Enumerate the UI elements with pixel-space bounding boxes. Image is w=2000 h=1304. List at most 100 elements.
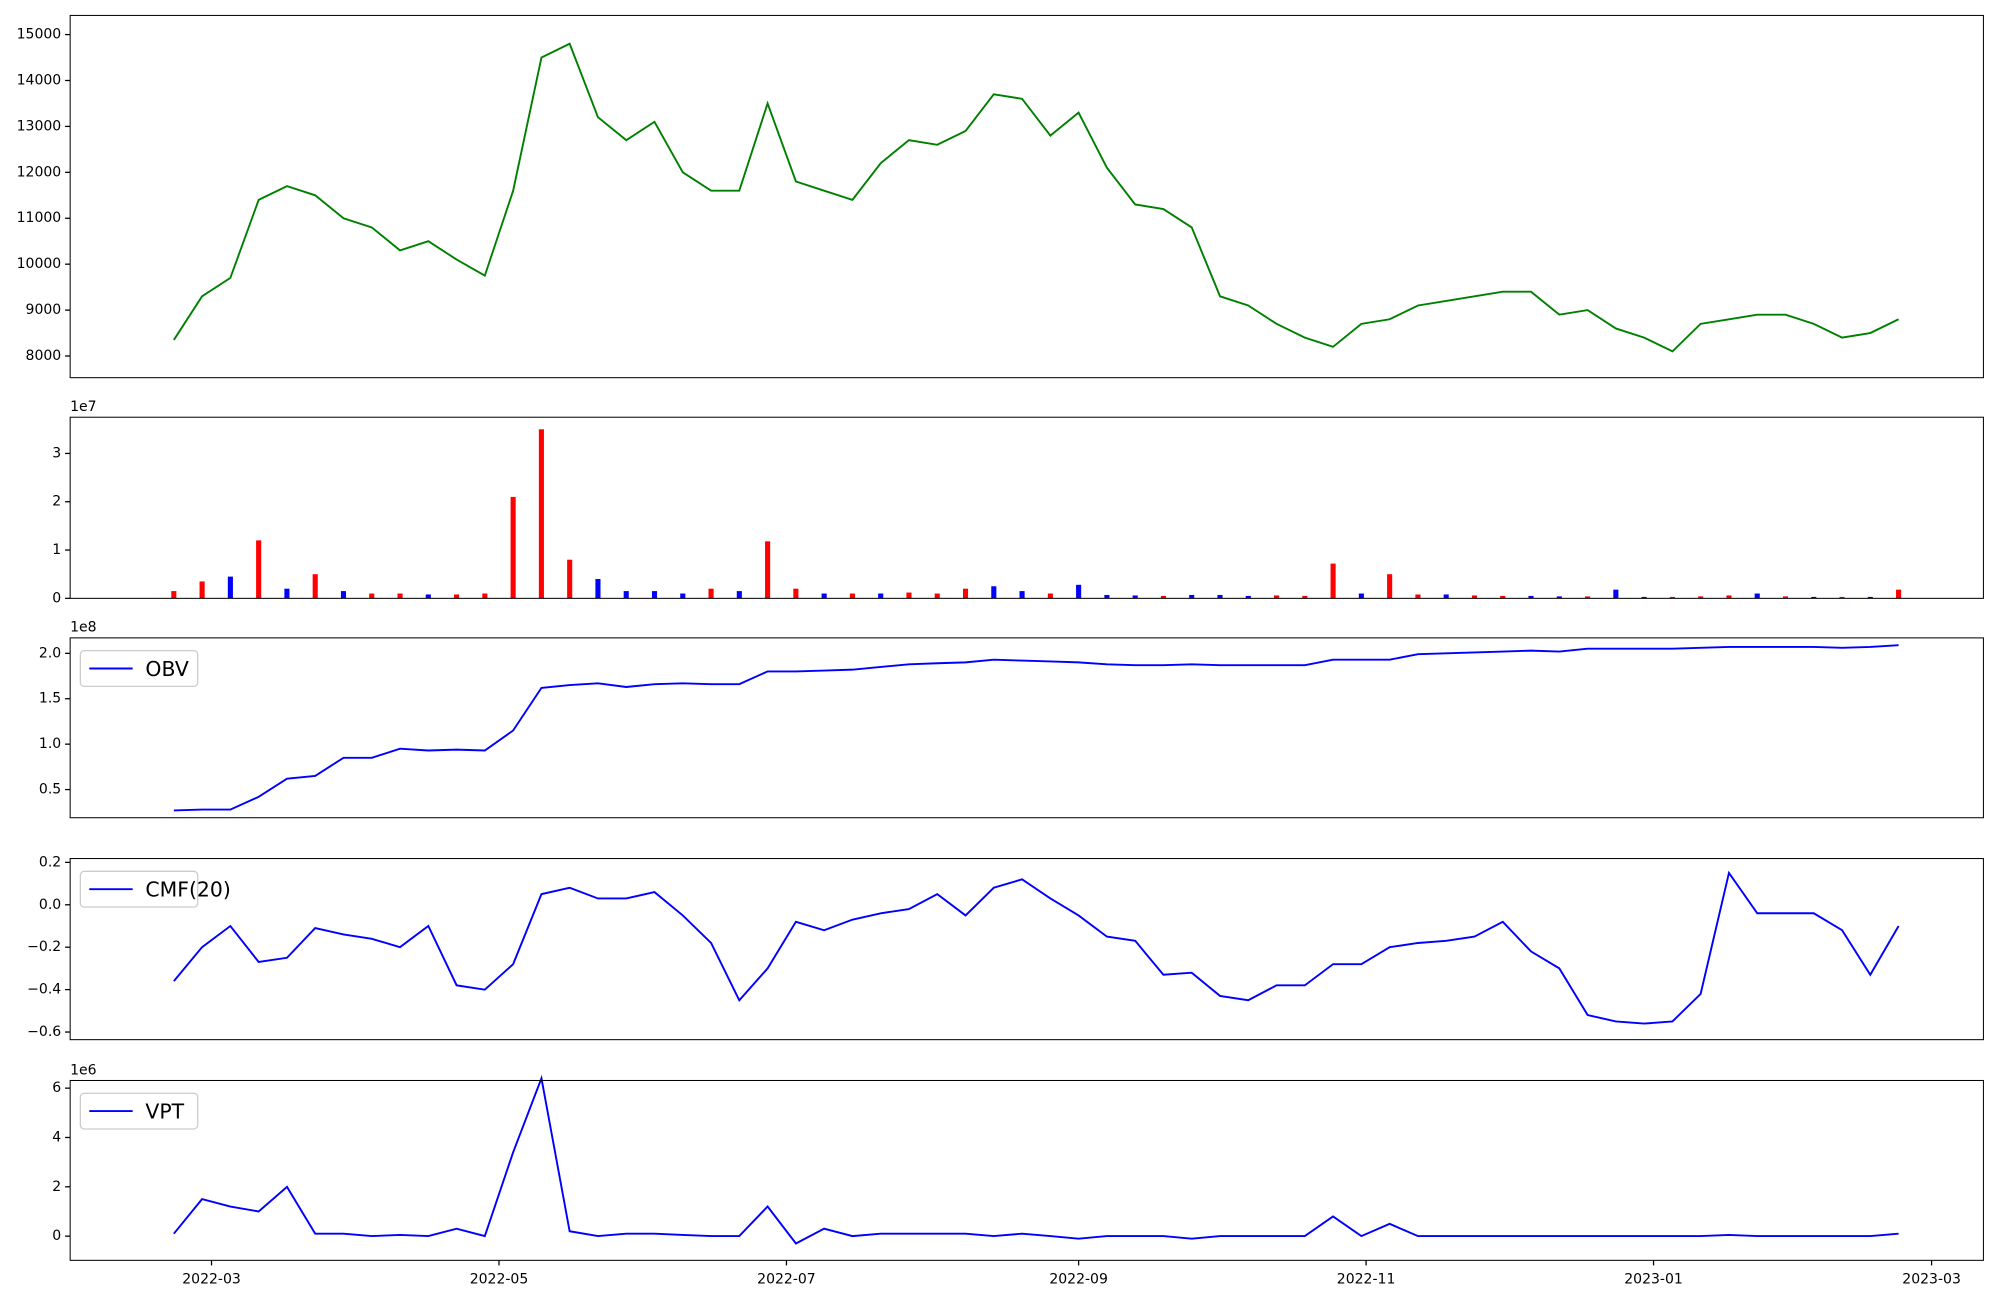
axes-frame <box>69 14 1984 379</box>
bar <box>1443 594 1449 599</box>
line-series <box>173 1074 1899 1245</box>
bar <box>538 429 544 599</box>
x-tick-label: 2022-11 <box>1337 1271 1396 1287</box>
bar <box>1217 594 1223 599</box>
bar <box>991 586 997 599</box>
axes-frame <box>69 858 1984 1041</box>
legend-label: VPT <box>145 1099 184 1123</box>
bar <box>171 591 177 599</box>
bar <box>793 588 799 599</box>
x-tick-label: 2023-03 <box>1902 1271 1961 1287</box>
bar <box>878 593 884 599</box>
y-tick-label: 2.0 <box>39 645 61 661</box>
bar <box>1471 595 1478 599</box>
bar <box>397 593 403 599</box>
bar <box>1358 593 1364 599</box>
axes-frame <box>69 1079 1984 1261</box>
y-tick-label: 3 <box>52 445 61 461</box>
y-tick-label: −0.6 <box>27 1024 61 1040</box>
bar <box>1160 595 1166 599</box>
bar <box>1585 596 1591 599</box>
y-tick-label: −0.2 <box>27 939 61 955</box>
x-tick-label: 2023-01 <box>1624 1271 1683 1287</box>
bar <box>425 594 431 599</box>
bar <box>1641 596 1647 599</box>
bar <box>1047 593 1053 599</box>
bar <box>651 591 658 599</box>
y-tick-label: 1.0 <box>39 736 61 752</box>
bar <box>1500 595 1506 599</box>
y-tick-label: 0 <box>52 590 61 606</box>
bar <box>312 574 318 599</box>
bar <box>1896 589 1902 599</box>
bar <box>765 541 771 599</box>
y-tick-label: 0.0 <box>39 897 61 913</box>
bar <box>1839 596 1845 599</box>
offset-text: 1e6 <box>70 1062 97 1078</box>
bar <box>962 588 969 599</box>
y-tick-label: 1 <box>52 542 61 558</box>
y-tick-label: 12000 <box>17 164 62 180</box>
bar <box>1019 591 1025 599</box>
y-tick-label: 13000 <box>17 118 62 134</box>
bar <box>567 559 573 599</box>
offset-text: 1e7 <box>70 399 96 415</box>
y-tick-label: 2 <box>52 494 61 510</box>
bar <box>369 593 375 599</box>
line-series <box>173 644 1899 812</box>
bar <box>1726 595 1732 599</box>
y-tick-label: 1.5 <box>39 691 61 707</box>
y-tick-label: 4 <box>52 1129 61 1145</box>
legend-label: OBV <box>145 657 188 681</box>
bar <box>256 540 262 599</box>
offset-text: 1e8 <box>70 620 96 636</box>
y-tick-label: 0.2 <box>39 854 61 870</box>
bar <box>227 576 233 599</box>
y-tick-label: 14000 <box>17 72 62 88</box>
axes-frame <box>69 637 1984 819</box>
x-tick-label: 2022-05 <box>470 1271 529 1287</box>
axes-frame <box>69 416 1984 599</box>
bar <box>595 579 601 599</box>
bar <box>906 592 912 599</box>
bar <box>623 591 629 599</box>
bar <box>1104 594 1110 599</box>
bar <box>1415 594 1421 599</box>
y-tick-label: 0 <box>52 1228 61 1244</box>
bar <box>1556 596 1562 599</box>
bar <box>340 591 347 599</box>
x-tick-label: 2022-09 <box>1049 1271 1108 1287</box>
bar <box>1245 595 1251 599</box>
bar <box>934 593 940 599</box>
bar <box>1782 596 1789 599</box>
bar <box>1387 574 1393 599</box>
y-tick-label: 0.5 <box>39 782 61 798</box>
y-tick-label: 9000 <box>26 302 62 318</box>
bar <box>708 588 714 599</box>
bar <box>1076 584 1082 599</box>
bar <box>482 593 488 599</box>
y-tick-label: −0.4 <box>27 982 61 998</box>
legend-box <box>79 870 199 908</box>
bar <box>284 588 290 599</box>
bar <box>1698 596 1704 599</box>
y-tick-label: 11000 <box>17 210 62 226</box>
bar <box>1613 589 1619 599</box>
y-tick-label: 6 <box>52 1080 61 1096</box>
y-tick-label: 2 <box>52 1179 61 1195</box>
line-series <box>173 870 1900 1025</box>
bar <box>1867 596 1873 599</box>
bar <box>1302 595 1308 599</box>
bar <box>1754 593 1760 599</box>
bar <box>849 593 855 599</box>
line-series <box>173 42 1900 353</box>
bar <box>1528 595 1534 599</box>
bar <box>1273 595 1280 599</box>
bar <box>1811 596 1817 599</box>
y-tick-label: 8000 <box>26 348 62 364</box>
y-tick-label: 10000 <box>17 256 62 272</box>
y-tick-label: 15000 <box>17 27 62 43</box>
bar <box>821 593 827 599</box>
